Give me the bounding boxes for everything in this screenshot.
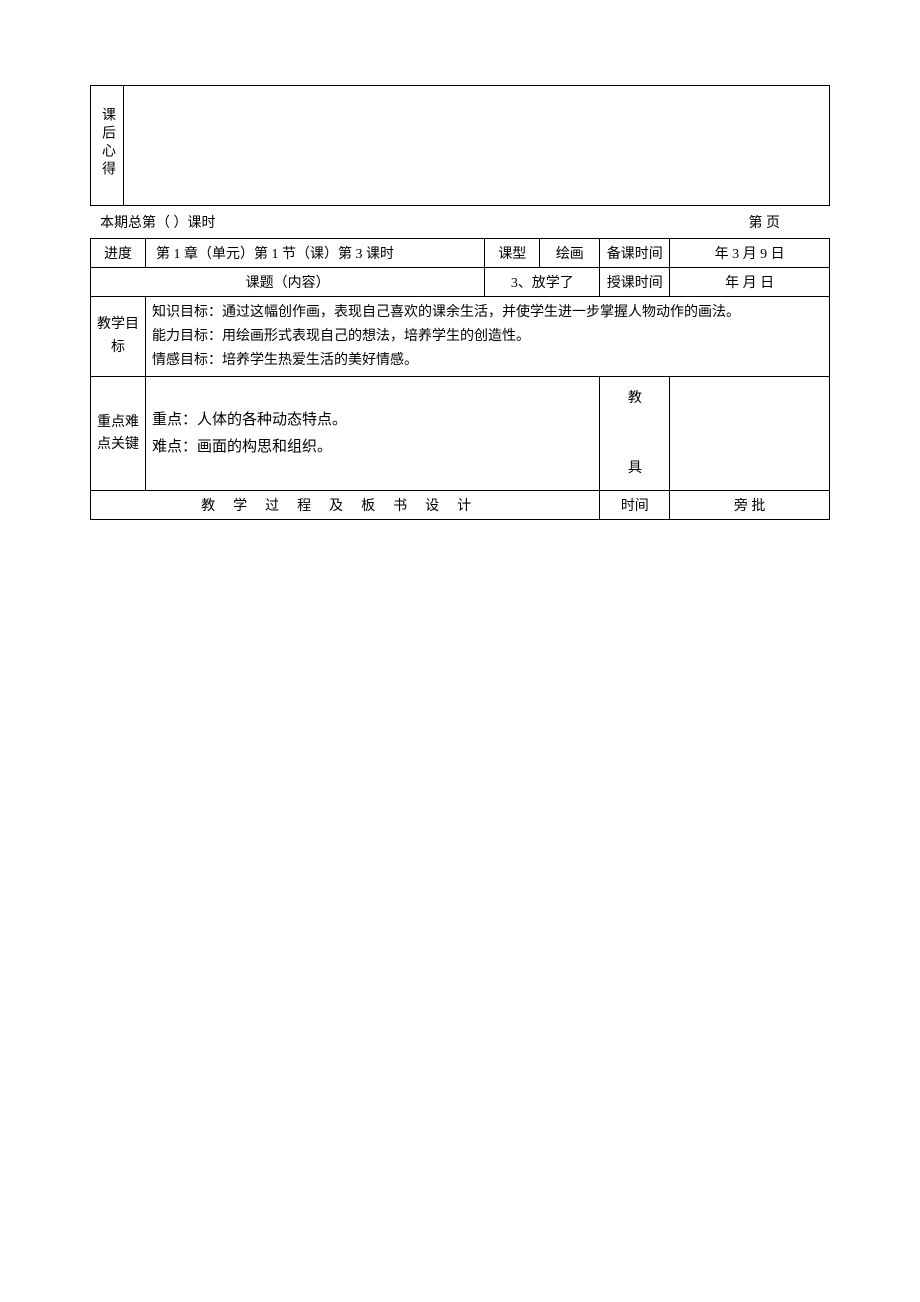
header-left: 本期总第（ ）课时 [100, 210, 545, 234]
teach-time-label: 授课时间 [600, 268, 670, 297]
progress-label: 进度 [91, 239, 146, 268]
goals-line3: 情感目标：培养学生热爱生活的美好情感。 [152, 349, 823, 373]
teach-time-value: 年 月 日 [670, 268, 830, 297]
tools-value [670, 377, 830, 491]
process-header: 教学过程及板书设计 [91, 491, 600, 520]
keypoints-content: 重点：人体的各种动态特点。 难点：画面的构思和组织。 [146, 377, 600, 491]
time-label: 时间 [600, 491, 670, 520]
notes-label: 旁 批 [670, 491, 830, 520]
goals-label: 教学目标 [97, 314, 139, 359]
type-value: 绘画 [540, 239, 600, 268]
topic-label: 课题（内容） [91, 268, 485, 297]
reflection-label: 课后心得 [97, 107, 117, 179]
prep-time-label: 备课时间 [600, 239, 670, 268]
tools-label: 教具 [628, 381, 642, 486]
keypoints-label: 重点难点关键 [97, 412, 139, 457]
prep-time-value: 年 3 月 9 日 [670, 239, 830, 268]
reflection-label-cell: 课后心得 [91, 86, 124, 206]
goals-label-cell: 教学目标 [91, 297, 146, 377]
reflection-content [124, 86, 830, 206]
goals-line1: 知识目标：通过这幅创作画，表现自己喜欢的课余生活，并使学生进一步掌握人物动作的画… [152, 301, 823, 325]
tools-label-cell: 教具 [600, 377, 670, 491]
keypoints-label-cell: 重点难点关键 [91, 377, 146, 491]
header-line: 本期总第（ ）课时 第 页 [90, 206, 830, 238]
keypoints-line2: 难点：画面的构思和组织。 [152, 434, 593, 461]
progress-value: 第 1 章（单元）第 1 节（课）第 3 课时 [146, 239, 485, 268]
reflection-table: 课后心得 [90, 85, 830, 206]
goals-content: 知识目标：通过这幅创作画，表现自己喜欢的课余生活，并使学生进一步掌握人物动作的画… [146, 297, 830, 377]
type-label: 课型 [485, 239, 540, 268]
header-right: 第 页 [545, 210, 820, 234]
lesson-plan-table: 进度 第 1 章（单元）第 1 节（课）第 3 课时 课型 绘画 备课时间 年 … [90, 238, 830, 520]
goals-line2: 能力目标：用绘画形式表现自己的想法，培养学生的创造性。 [152, 325, 823, 349]
keypoints-line1: 重点：人体的各种动态特点。 [152, 407, 593, 434]
topic-value: 3、放学了 [485, 268, 600, 297]
